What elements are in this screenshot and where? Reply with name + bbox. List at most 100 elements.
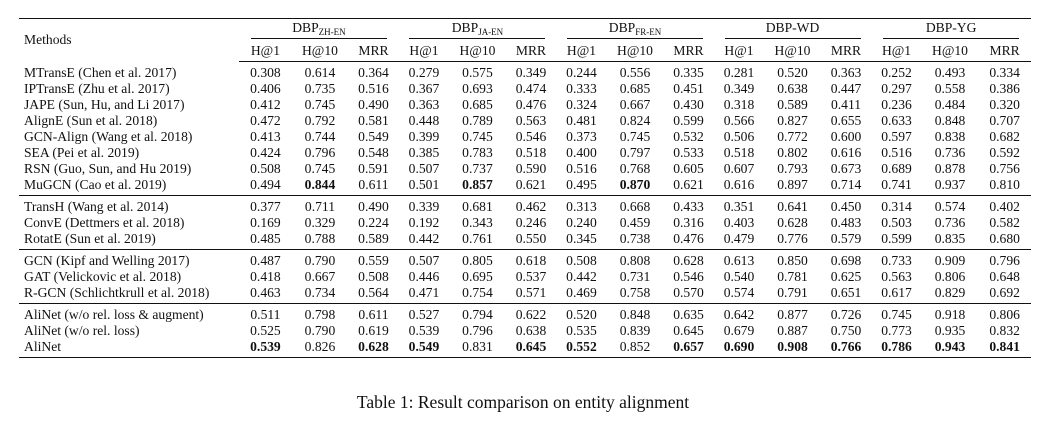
- metric-value: 0.329: [304, 215, 336, 231]
- metric-value: 0.796: [304, 145, 336, 161]
- method-group: GCN (Kipf and Welling 2017) 0.487 0.790 0.5…: [19, 250, 1031, 304]
- method-name: GAT (Velickovic et al. 2018): [24, 269, 182, 285]
- metric-value: 0.796: [989, 253, 1020, 269]
- metric-value: 0.518: [723, 145, 755, 161]
- metric-value: 0.600: [830, 129, 862, 145]
- metric-value: 0.192: [408, 215, 440, 231]
- method-name: JAPE (Sun, Hu, and Li 2017): [24, 97, 185, 113]
- metric-value: 0.334: [989, 65, 1020, 81]
- metric-value: 0.308: [250, 65, 281, 81]
- metric-value: 0.852: [606, 339, 664, 358]
- method-name: GCN-Align (Wang et al. 2018): [24, 129, 193, 145]
- metric-value: 0.479: [713, 231, 765, 250]
- metric-value: 0.549: [358, 129, 389, 145]
- metric-value: 0.737: [462, 161, 493, 177]
- metric-value: 0.462: [515, 199, 547, 215]
- table-row: ConvE (Dettmers et al. 2018) 0.169 0.329 0.…: [19, 215, 1031, 231]
- metric-value: 0.549: [398, 339, 450, 358]
- metric-header: H@1: [398, 40, 450, 62]
- metric-value: 0.607: [723, 161, 755, 177]
- method-name: AliNet (w/o rel. loss & augment): [24, 307, 204, 323]
- metric-value: 0.246: [515, 215, 547, 231]
- metric-value: 0.364: [358, 65, 389, 81]
- metric-value: 0.736: [934, 145, 966, 161]
- method-name: MuGCN (Cao et al. 2019): [19, 177, 240, 196]
- metric-value: 0.516: [566, 161, 597, 177]
- metric-value: 0.887: [777, 323, 808, 339]
- metric-value: 0.667: [619, 97, 651, 113]
- metric-value: 0.789: [462, 113, 493, 129]
- metric-value: 0.685: [619, 81, 651, 97]
- metric-value: 0.540: [723, 269, 755, 285]
- metric-value: 0.870: [606, 177, 664, 196]
- table-row: MuGCN (Cao et al. 2019) 0.494 0.844 0.611 0.…: [19, 177, 1031, 196]
- metric-value: 0.493: [934, 65, 966, 81]
- metric-value: 0.611: [358, 307, 389, 323]
- metric-value: 0.591: [358, 161, 389, 177]
- metric-value: 0.831: [449, 339, 506, 358]
- dataset-header: DBP-YG: [871, 18, 1031, 40]
- metric-value: 0.633: [881, 113, 912, 129]
- metric-value: 0.550: [505, 231, 557, 250]
- metric-value: 0.605: [673, 161, 704, 177]
- dataset-name: DBP: [608, 20, 636, 36]
- dataset-header: DBPFR-EN: [556, 18, 714, 40]
- table-row: R-GCN (Schlichtkrull et al. 2018) 0.463 0.…: [19, 285, 1031, 304]
- metric-value: 0.909: [934, 253, 966, 269]
- method-name: GCN (Kipf and Welling 2017): [24, 253, 190, 269]
- dataset-header-row: Methods DBPZH-EN DBPJA-EN DBPFR-EN DBP-WD DB…: [19, 18, 1031, 62]
- metric-value: 0.469: [556, 285, 607, 304]
- metric-value: 0.786: [871, 339, 922, 358]
- metric-value: 0.349: [515, 65, 547, 81]
- metric-value: 0.483: [830, 215, 862, 231]
- metric-value: 0.484: [934, 97, 966, 113]
- method-name: ConvE (Dettmers et al. 2018): [24, 215, 185, 231]
- metric-value: 0.345: [556, 231, 607, 250]
- table-caption: Table 1: Result comparison on entity ali…: [356, 392, 690, 412]
- metric-value: 0.935: [934, 323, 966, 339]
- metric-value: 0.622: [515, 307, 547, 323]
- metric-value: 0.507: [408, 253, 440, 269]
- metric-value: 0.501: [398, 177, 450, 196]
- metric-value: 0.506: [723, 129, 755, 145]
- metric-value: 0.638: [515, 323, 547, 339]
- dataset-subscript: JA-EN: [478, 27, 504, 38]
- metric-value: 0.790: [304, 323, 336, 339]
- metric-value: 0.685: [462, 97, 493, 113]
- metric-value: 0.698: [830, 253, 862, 269]
- metric-value: 0.451: [673, 81, 704, 97]
- metric-value: 0.810: [978, 177, 1031, 196]
- table-row: IPTransE (Zhu et al. 2017) 0.406 0.735 0.51…: [19, 81, 1031, 97]
- metric-value: 0.690: [713, 339, 765, 358]
- method-name: AliNet (w/o rel. loss): [24, 323, 140, 339]
- table-row: RSN (Guo, Sun, and Hu 2019) 0.508 0.745 0.5…: [19, 161, 1031, 177]
- method-name: SEA (Pei et al. 2019): [24, 145, 140, 161]
- method-name: AliNet: [19, 339, 240, 358]
- method-name: AlignE (Sun et al. 2018): [24, 113, 158, 129]
- metric-value: 0.628: [673, 253, 704, 269]
- metric-value: 0.599: [673, 113, 704, 129]
- method-name: RotatE (Sun et al. 2019): [19, 231, 240, 250]
- metric-value: 0.448: [408, 113, 440, 129]
- metric-value: 0.474: [515, 81, 547, 97]
- metric-value: 0.619: [358, 323, 389, 339]
- metric-value: 0.844: [291, 177, 349, 196]
- metric-value: 0.472: [250, 113, 281, 129]
- metric-value: 0.324: [566, 97, 597, 113]
- metric-value: 0.548: [358, 145, 389, 161]
- metric-value: 0.695: [462, 269, 493, 285]
- metric-header: H@1: [871, 40, 922, 62]
- metric-value: 0.339: [408, 199, 440, 215]
- metric-header: H@10: [764, 40, 821, 62]
- metric-value: 0.829: [921, 285, 979, 304]
- metric-value: 0.731: [619, 269, 651, 285]
- metric-value: 0.693: [462, 81, 493, 97]
- metric-value: 0.424: [250, 145, 281, 161]
- metric-header: MRR: [348, 40, 399, 62]
- dataset-header: DBPJA-EN: [398, 18, 557, 40]
- metric-value: 0.487: [250, 253, 281, 269]
- metric-value: 0.333: [566, 81, 597, 97]
- metric-value: 0.495: [556, 177, 607, 196]
- metric-value: 0.848: [619, 307, 651, 323]
- metric-value: 0.734: [291, 285, 349, 304]
